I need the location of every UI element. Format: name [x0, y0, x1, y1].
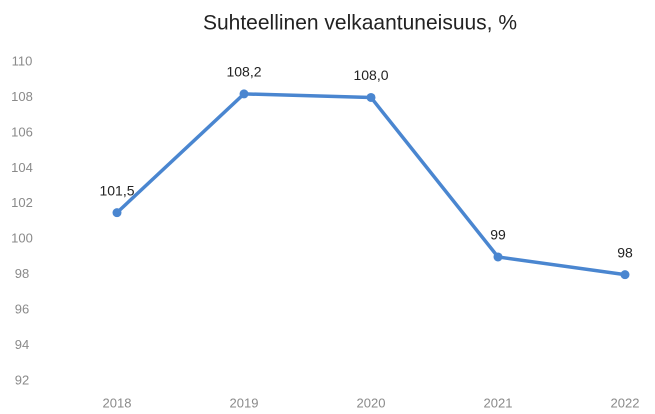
x-tick-label: 2019 [230, 395, 259, 410]
y-tick-label: 108 [11, 89, 33, 104]
y-tick-label: 92 [15, 372, 29, 387]
y-tick-label: 102 [11, 195, 33, 210]
y-tick-label: 98 [15, 266, 29, 281]
y-tick-label: 94 [15, 337, 29, 352]
y-tick-label: 110 [12, 53, 33, 68]
point [493, 252, 503, 262]
point [112, 208, 122, 218]
data-label: 101,5 [99, 182, 134, 198]
data-label: 98 [617, 244, 633, 260]
x-tick-label: 2021 [484, 395, 513, 410]
y-tick-label: 100 [11, 231, 33, 246]
point [366, 92, 376, 102]
point [620, 270, 630, 280]
x-tick-label: 2018 [103, 395, 132, 410]
y-tick-label: 96 [15, 302, 29, 317]
data-label: 108,0 [353, 67, 388, 83]
chart-title: Suhteellinen velkaantuneisuus, % [203, 12, 517, 35]
data-label: 99 [490, 227, 506, 243]
y-tick-label: 104 [11, 160, 33, 175]
x-tick-label: 2020 [357, 395, 386, 410]
line [115, 92, 626, 277]
point [239, 89, 249, 99]
y-tick-label: 106 [11, 124, 33, 139]
x-tick-label: 2022 [611, 395, 640, 410]
data-label: 108,2 [226, 64, 261, 80]
